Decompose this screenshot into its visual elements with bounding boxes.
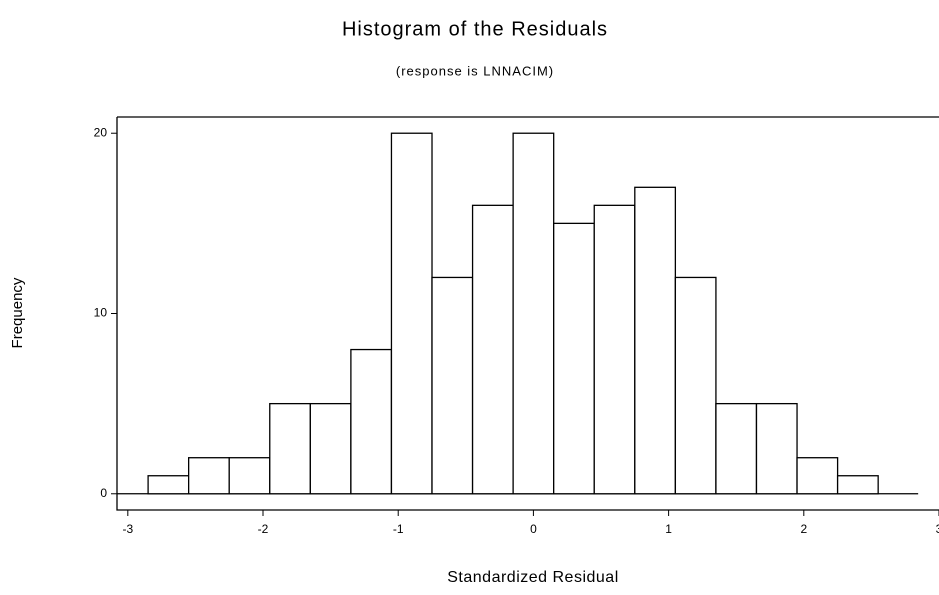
x-tick-label: -2 — [258, 522, 269, 536]
bar — [553, 222, 595, 495]
x-axis-label: Standardized Residual — [447, 569, 619, 586]
x-tick-label: 0 — [530, 522, 537, 536]
bar — [755, 402, 798, 495]
y-tick-label: 0 — [100, 486, 107, 500]
bar — [390, 132, 433, 495]
x-tick-label: 1 — [665, 522, 672, 536]
chart-subtitle: (response is LNNACIM) — [396, 63, 554, 78]
bar — [228, 457, 271, 495]
bar — [715, 402, 758, 495]
y-axis-label: Frequency — [9, 277, 26, 348]
bar — [147, 475, 190, 495]
x-tick-label: -1 — [393, 522, 404, 536]
bar — [593, 204, 636, 495]
x-tick-label: -3 — [122, 522, 133, 536]
bar — [471, 204, 514, 495]
x-tick-label: 2 — [800, 522, 807, 536]
bar — [836, 475, 879, 495]
bar — [350, 348, 393, 495]
y-tick-label: 20 — [94, 125, 108, 139]
chart-title: Histogram of the Residuals — [342, 18, 608, 40]
bar — [269, 402, 311, 495]
bar — [431, 276, 474, 495]
plot-frame — [116, 116, 939, 511]
bar — [796, 457, 839, 495]
bar — [634, 186, 677, 495]
x-tick-label: 3 — [936, 522, 939, 536]
bar — [188, 457, 230, 495]
bar — [512, 132, 555, 495]
y-tick-label: 10 — [94, 306, 108, 320]
bar — [674, 276, 717, 495]
bar — [309, 402, 352, 495]
